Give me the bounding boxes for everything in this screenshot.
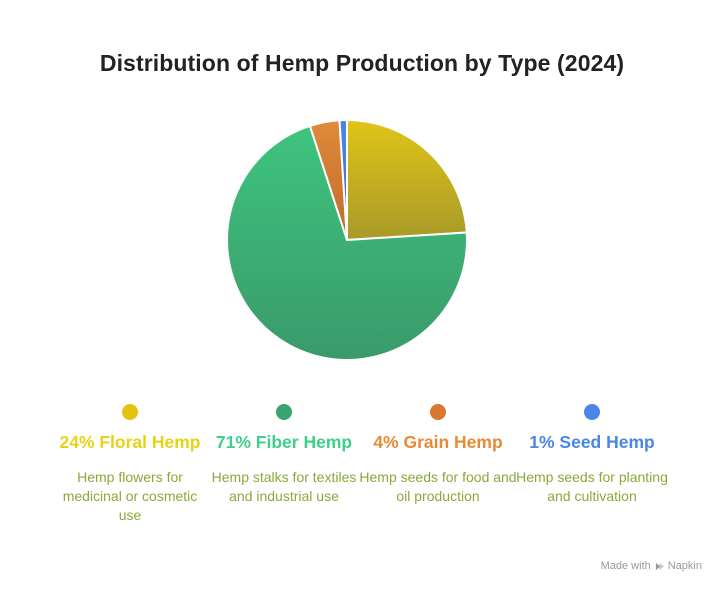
legend-label-seed-hemp: 1% Seed Hemp: [529, 432, 655, 452]
pie-slice-fiber-hemp: [226, 124, 468, 361]
pie-slices: [226, 119, 468, 361]
legend-dot-fiber-hemp: [276, 404, 292, 420]
watermark-brand: Napkin: [667, 560, 702, 572]
legend-item-fiber-hemp: 71% Fiber Hemp Hemp stalks for textiles …: [204, 404, 364, 506]
pie-slice-seed-hemp: [338, 119, 348, 241]
legend-dot-grain-hemp: [430, 404, 446, 420]
legend-label-floral-hemp: 24% Floral Hemp: [59, 432, 201, 452]
legend-dot-seed-hemp: [584, 404, 600, 420]
legend-description-grain-hemp: Hemp seeds for food and oil production: [359, 469, 517, 504]
watermark: Made with Napkin: [601, 560, 702, 572]
legend-description-fiber-hemp: Hemp stalks for textiles and industrial …: [211, 469, 357, 504]
legend-dot-floral-hemp: [122, 404, 138, 420]
legend-item-seed-hemp: 1% Seed Hemp Hemp seeds for planting and…: [512, 404, 672, 506]
pie-slice-floral-hemp: [346, 119, 468, 241]
legend-description-floral-hemp: Hemp flowers for medicinal or cosmetic u…: [62, 469, 198, 523]
napkin-logo-icon: [655, 562, 664, 570]
legend-item-floral-hemp: 24% Floral Hemp Hemp flowers for medicin…: [50, 404, 210, 525]
watermark-prefix: Made with: [600, 560, 651, 572]
legend-label-fiber-hemp: 71% Fiber Hemp: [215, 432, 353, 452]
legend-item-grain-hemp: 4% Grain Hemp Hemp seeds for food and oi…: [358, 404, 518, 506]
legend-description-seed-hemp: Hemp seeds for planting and cultivation: [516, 469, 668, 504]
legend-label-grain-hemp: 4% Grain Hemp: [373, 432, 503, 452]
chart-title: Distribution of Hemp Production by Type …: [99, 50, 625, 76]
